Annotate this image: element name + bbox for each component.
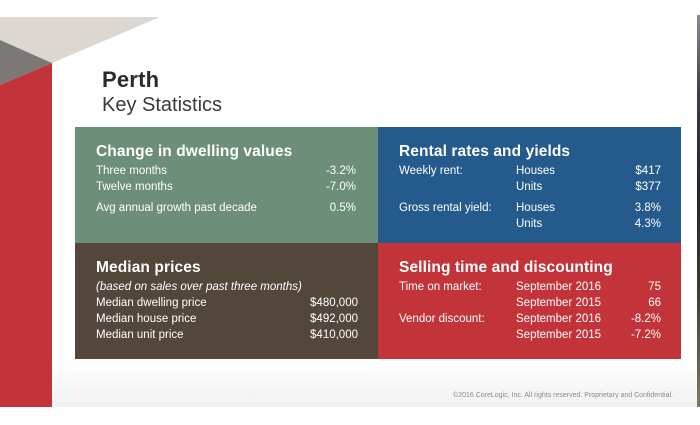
row-value: $417 [635,165,661,177]
row-value: $492,000 [310,313,358,325]
table-row: Units 4.3% [399,216,661,232]
row-label: Gross rental yield: [399,202,492,214]
table-row: Weekly rent: Houses $417 [399,163,661,179]
row-label: Weekly rent: [399,165,463,177]
beige-triangle [0,17,160,63]
row-value: -8.2% [630,313,661,325]
row-value: 0.5% [329,202,356,214]
table-row: September 2015 66 [399,295,661,311]
note-text: (based on sales over past three months) [96,281,302,293]
window-edge-strip [697,15,700,407]
card-title: Change in dwelling values [96,143,293,160]
gray-triangle [0,40,52,85]
row-label: Median dwelling price [96,297,207,309]
row-value: -7.2% [630,329,661,341]
row-period: September 2015 [516,297,602,309]
table-row: Three months -3.2% [96,163,358,179]
title-block: Perth Key Statistics [102,67,222,117]
copyright-footer: ©2016 CoreLogic, Inc. All rights reserve… [453,392,673,399]
row-label [399,327,516,343]
selling-time-card: Selling time and discounting Time on mar… [378,243,681,359]
row-label: Three months [96,165,167,177]
red-sidebar-bar [0,63,52,407]
row-label [399,179,516,195]
row-value: 66 [648,297,661,309]
dwelling-values-card: Change in dwelling values Three months -… [75,127,378,243]
table-row: September 2015 -7.2% [399,327,661,343]
table-row: Time on market: September 2016 75 [399,279,661,295]
row-label [399,295,516,311]
row-type: Houses [516,165,555,177]
row-value: 3.8% [634,202,661,214]
rental-card: Rental rates and yields Weekly rent: Hou… [378,127,681,243]
table-row: Median house price $492,000 [96,311,358,327]
row-period: September 2015 [516,329,602,341]
row-label: Median house price [96,313,197,325]
row-value: -3.2% [325,165,356,177]
card-title: Selling time and discounting [399,259,613,276]
row-value: $410,000 [310,329,358,341]
row-type: Houses [516,202,555,214]
table-row: Median dwelling price $480,000 [96,295,358,311]
row-value: 75 [648,281,661,293]
page-title: Perth [102,67,160,92]
row-value: -7.0% [325,181,356,193]
table-row: Units $377 [399,179,661,195]
row-type: Units [516,181,543,193]
row-value: $377 [635,181,661,193]
card-title: Rental rates and yields [399,143,571,160]
row-value: 4.3% [634,218,661,230]
table-row: Gross rental yield: Houses 3.8% [399,200,661,216]
row-type: Units [516,218,543,230]
card-title: Median prices [96,259,201,276]
row-period: September 2016 [516,281,602,293]
row-period: September 2016 [516,313,602,325]
median-prices-card: Median prices (based on sales over past … [75,243,378,359]
row-label [399,216,516,232]
card-note: (based on sales over past three months) [96,279,358,295]
row-label: Vendor discount: [399,313,485,325]
row-label: Twelve months [96,181,173,193]
table-row: Vendor discount: September 2016 -8.2% [399,311,661,327]
row-value: $480,000 [310,297,358,309]
row-label: Avg annual growth past decade [96,202,257,214]
table-row: Avg annual growth past decade 0.5% [96,200,358,216]
row-label: Time on market: [399,281,482,293]
table-row: Median unit price $410,000 [96,327,358,343]
corner-decoration [0,17,160,407]
table-row: Twelve months -7.0% [96,179,358,195]
page-subtitle: Key Statistics [102,94,223,116]
stats-grid: Change in dwelling values Three months -… [75,127,681,359]
row-label: Median unit price [96,329,184,341]
slide: Perth Key Statistics Change in dwelling … [0,17,697,407]
